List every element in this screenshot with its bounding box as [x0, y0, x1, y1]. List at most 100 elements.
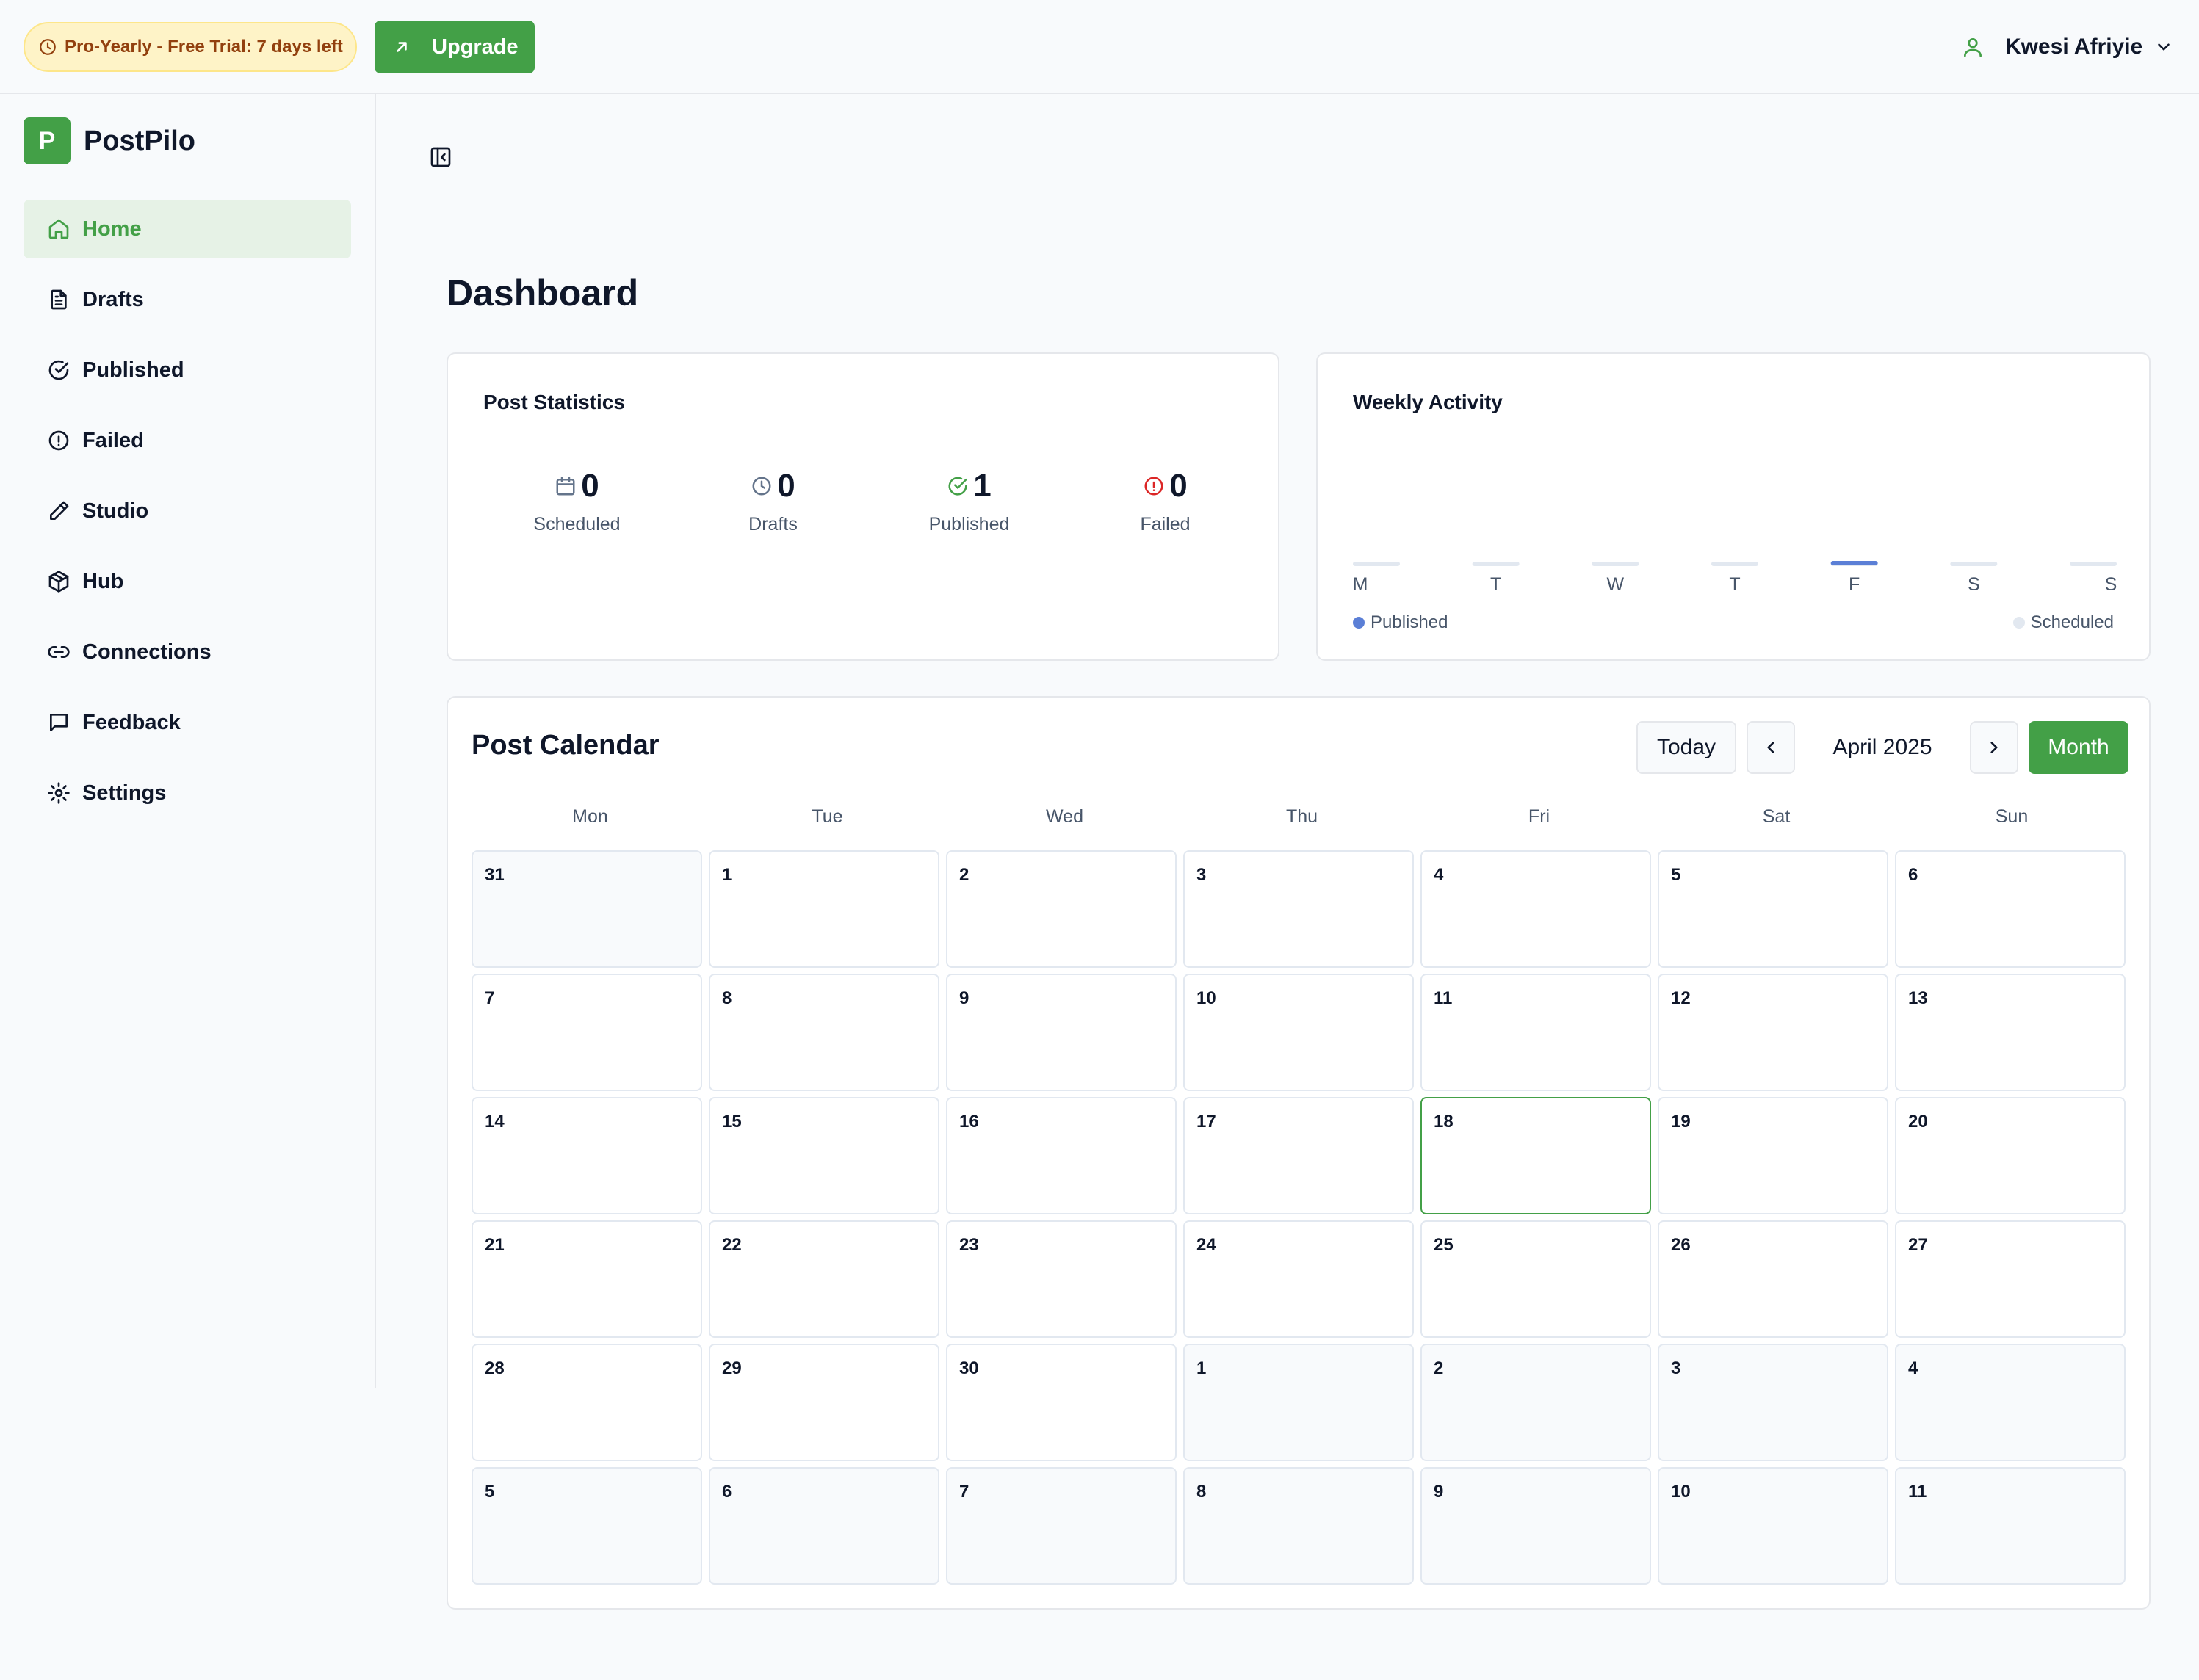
calendar-day[interactable]: 13: [1895, 974, 2126, 1091]
day-axis-label: S: [1968, 574, 1980, 595]
sidebar-item-feedback[interactable]: Feedback: [24, 693, 351, 752]
calendar-day[interactable]: 16: [946, 1097, 1177, 1214]
day-number: 15: [722, 1112, 742, 1132]
weekday-header: Mon Tue Wed Thu Fri Sat Sun: [472, 806, 2128, 836]
day-number: 18: [1434, 1112, 1454, 1132]
user-menu[interactable]: Kwesi Afriyie: [1961, 25, 2181, 69]
stat-scheduled: 0 Scheduled: [479, 466, 675, 535]
weekday-label: Sat: [1762, 806, 1791, 827]
calendar-day[interactable]: 1: [709, 850, 939, 968]
trial-badge: Pro-Yearly - Free Trial: 7 days left: [24, 22, 357, 72]
calendar-day[interactable]: 20: [1895, 1097, 2126, 1214]
stat-label: Published: [928, 514, 1010, 535]
sidebar-toggle-icon[interactable]: [429, 145, 452, 169]
calendar-day[interactable]: 24: [1183, 1220, 1414, 1338]
link-icon: [47, 640, 71, 664]
today-button[interactable]: Today: [1636, 721, 1736, 774]
weekly-activity-card: Weekly Activity M T W T F S S Published Schedu…: [1316, 352, 2151, 661]
top-bar: Pro-Yearly - Free Trial: 7 days left Upg…: [0, 0, 2199, 94]
calendar-day[interactable]: 2: [946, 850, 1177, 968]
arrow-up-right-icon: [392, 37, 411, 57]
calendar-day[interactable]: 31: [472, 850, 702, 968]
sidebar-item-drafts[interactable]: Drafts: [24, 270, 351, 329]
day-number: 24: [1196, 1235, 1216, 1255]
calendar-day[interactable]: 3: [1183, 850, 1414, 968]
calendar-day[interactable]: 23: [946, 1220, 1177, 1338]
day-number: 13: [1908, 988, 1928, 1008]
calendar-day[interactable]: 12: [1658, 974, 1888, 1091]
sidebar-item-label: Hub: [82, 569, 124, 593]
brand[interactable]: P PostPilo: [24, 117, 195, 164]
calendar-day[interactable]: 22: [709, 1220, 939, 1338]
sidebar: P PostPilo Home Drafts Published Failed: [0, 94, 376, 1388]
calendar-day[interactable]: 19: [1658, 1097, 1888, 1214]
prev-month-button[interactable]: [1747, 721, 1795, 774]
sidebar-item-connections[interactable]: Connections: [24, 623, 351, 681]
sidebar-item-home[interactable]: Home: [24, 200, 351, 258]
calendar-day[interactable]: 14: [472, 1097, 702, 1214]
sidebar-item-studio[interactable]: Studio: [24, 482, 351, 540]
day-number: 1: [1196, 1358, 1207, 1378]
calendar-day[interactable]: 30: [946, 1344, 1177, 1461]
month-view-button[interactable]: Month: [2029, 721, 2128, 774]
calendar-day[interactable]: 3: [1658, 1344, 1888, 1461]
weekday-label: Wed: [1046, 806, 1083, 827]
calendar-day[interactable]: 10: [1183, 974, 1414, 1091]
check-circle-icon: [47, 358, 71, 382]
calendar-day[interactable]: 21: [472, 1220, 702, 1338]
day-number: 2: [959, 865, 969, 885]
calendar-day[interactable]: 26: [1658, 1220, 1888, 1338]
day-axis-label: S: [2105, 574, 2117, 595]
calendar-day[interactable]: 17: [1183, 1097, 1414, 1214]
bar-scheduled: [1472, 562, 1520, 566]
calendar-day[interactable]: 4: [1895, 1344, 2126, 1461]
calendar-day[interactable]: 28: [472, 1344, 702, 1461]
message-square-icon: [47, 711, 71, 734]
weekday-label: Thu: [1285, 806, 1318, 827]
calendar-day[interactable]: 11: [1895, 1467, 2126, 1585]
calendar-day[interactable]: 9: [946, 974, 1177, 1091]
upgrade-button[interactable]: Upgrade: [375, 21, 535, 73]
user-name: Kwesi Afriyie: [2005, 35, 2143, 59]
calendar-day[interactable]: 29: [709, 1344, 939, 1461]
chevron-left-icon: [1761, 738, 1780, 757]
calendar-day[interactable]: 8: [709, 974, 939, 1091]
day-number: 31: [485, 865, 505, 885]
trial-badge-label: Pro-Yearly - Free Trial: 7 days left: [65, 37, 343, 57]
calendar-day[interactable]: 4: [1420, 850, 1651, 968]
sidebar-item-failed[interactable]: Failed: [24, 411, 351, 470]
calendar-day[interactable]: 5: [1658, 850, 1888, 968]
sidebar-item-settings[interactable]: Settings: [24, 764, 351, 822]
legend-label: Published: [1371, 612, 1448, 632]
page-title: Dashboard: [447, 272, 639, 314]
file-icon: [47, 288, 71, 311]
calendar-day[interactable]: 11: [1420, 974, 1651, 1091]
sidebar-item-label: Published: [82, 358, 184, 382]
calendar-day[interactable]: 27: [1895, 1220, 2126, 1338]
bar-scheduled: [1353, 562, 1400, 566]
day-number: 26: [1671, 1235, 1691, 1255]
user-icon: [1961, 35, 1985, 59]
next-month-button[interactable]: [1970, 721, 2018, 774]
sidebar-item-published[interactable]: Published: [24, 341, 351, 399]
day-number: 28: [485, 1358, 505, 1378]
day-number: 14: [485, 1112, 505, 1132]
sidebar-item-hub[interactable]: Hub: [24, 552, 351, 611]
calendar-day[interactable]: 15: [709, 1097, 939, 1214]
day-number: 5: [485, 1482, 495, 1502]
calendar-day[interactable]: 10: [1658, 1467, 1888, 1585]
calendar-day[interactable]: 1: [1183, 1344, 1414, 1461]
calendar-day-today[interactable]: 18: [1420, 1097, 1651, 1214]
calendar-day[interactable]: 5: [472, 1467, 702, 1585]
calendar-day[interactable]: 6: [709, 1467, 939, 1585]
calendar-day[interactable]: 7: [472, 974, 702, 1091]
brand-logo: P: [24, 117, 71, 164]
calendar-day[interactable]: 6: [1895, 850, 2126, 968]
calendar-day[interactable]: 9: [1420, 1467, 1651, 1585]
calendar-day[interactable]: 2: [1420, 1344, 1651, 1461]
calendar-day[interactable]: 25: [1420, 1220, 1651, 1338]
calendar-day[interactable]: 8: [1183, 1467, 1414, 1585]
stat-published: 1 Published: [871, 466, 1067, 535]
calendar-day[interactable]: 7: [946, 1467, 1177, 1585]
day-number: 20: [1908, 1112, 1928, 1132]
